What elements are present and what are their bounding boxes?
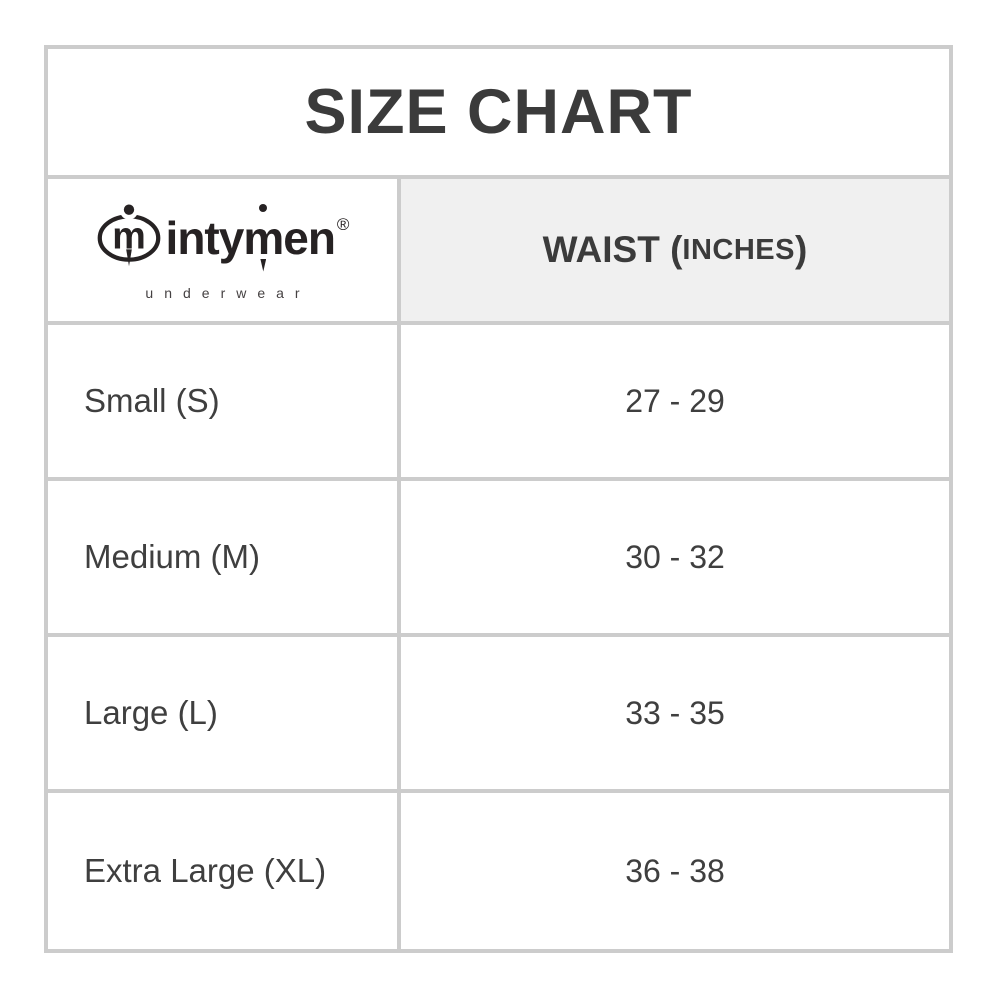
size-label-xl: Extra Large (XL) <box>48 793 401 949</box>
brand-logo-cell: m intymen ® underwear <box>48 179 401 325</box>
brand-logo-row: m intymen ® <box>96 200 350 276</box>
size-table: m intymen ® underwear WAIST (INCHES) Smal… <box>48 179 949 949</box>
registered-trademark-icon: ® <box>336 214 350 234</box>
brand-mark-icon: m <box>97 201 160 266</box>
waist-header-unit: INCHES <box>682 233 795 266</box>
size-chart: SIZE CHART m intymen ® underwear <box>44 45 953 953</box>
brand-subtitle: underwear <box>145 284 311 301</box>
wordmark-part1: inty <box>165 211 245 264</box>
size-label-large: Large (L) <box>48 637 401 793</box>
waist-header-prefix: WAIST ( <box>542 229 683 270</box>
wordmark-stylized-m: m <box>243 203 284 264</box>
waist-range-xl: 36 - 38 <box>625 852 725 889</box>
waist-range-medium: 30 - 32 <box>401 481 949 637</box>
brand-wordmark: intymen ® <box>165 203 350 264</box>
size-label-medium: Medium (M) <box>48 481 401 637</box>
waist-range-small: 27 - 29 <box>401 325 949 481</box>
title-row: SIZE CHART <box>48 49 949 179</box>
page-title: SIZE CHART <box>304 77 693 147</box>
waist-column-header: WAIST (INCHES) <box>401 179 949 325</box>
brand-logo: m intymen ® underwear <box>96 200 350 301</box>
waist-range-large: 33 - 35 <box>401 637 949 793</box>
size-label-small: Small (S) <box>48 325 401 481</box>
wordmark-part2: en <box>283 211 336 264</box>
waist-header-suffix: ) <box>795 229 808 270</box>
